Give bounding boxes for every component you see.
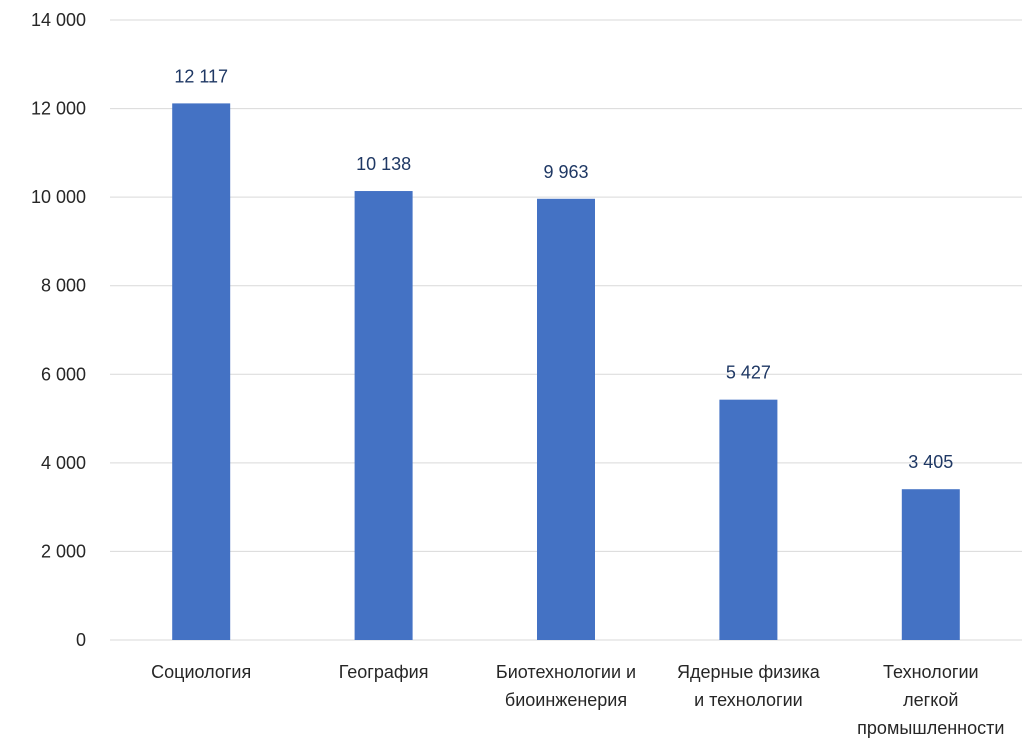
- data-label: 3 405: [908, 452, 953, 472]
- y-tick-label: 14 000: [31, 10, 86, 30]
- data-label: 10 138: [356, 154, 411, 174]
- y-tick-label: 0: [76, 630, 86, 650]
- data-label: 9 963: [543, 162, 588, 182]
- category-label: Технологии: [883, 662, 979, 682]
- data-labels: 12 117 10 138 9 963 5 427 3 405: [174, 66, 953, 472]
- y-tick-label: 2 000: [41, 541, 86, 561]
- category-label: промышленности: [857, 718, 1004, 738]
- bars: [172, 103, 960, 640]
- y-tick-label: 4 000: [41, 453, 86, 473]
- data-label: 5 427: [726, 363, 771, 383]
- bar: [719, 399, 778, 640]
- bar: [354, 191, 413, 640]
- category-label: Биотехнологии и: [496, 662, 636, 682]
- y-tick-label: 10 000: [31, 187, 86, 207]
- y-tick-label: 6 000: [41, 364, 86, 384]
- bar: [172, 103, 231, 640]
- y-tick-label: 8 000: [41, 276, 86, 296]
- category-label: биоинженерия: [505, 690, 627, 710]
- y-axis-ticks: 0 2 000 4 000 6 000 8 000 10 000 12 000 14 000: [31, 10, 86, 650]
- bar: [537, 198, 595, 640]
- bar: [901, 489, 960, 640]
- y-tick-label: 12 000: [31, 99, 86, 119]
- data-label: 12 117: [174, 66, 228, 86]
- category-label: легкой: [903, 690, 958, 710]
- category-label: и технологии: [694, 690, 803, 710]
- category-label: Социология: [151, 662, 251, 682]
- category-labels: Социология География Биотехнологии и биоинж…: [151, 662, 1004, 738]
- category-label: Ядерные физика: [677, 662, 821, 682]
- category-label: География: [339, 662, 429, 682]
